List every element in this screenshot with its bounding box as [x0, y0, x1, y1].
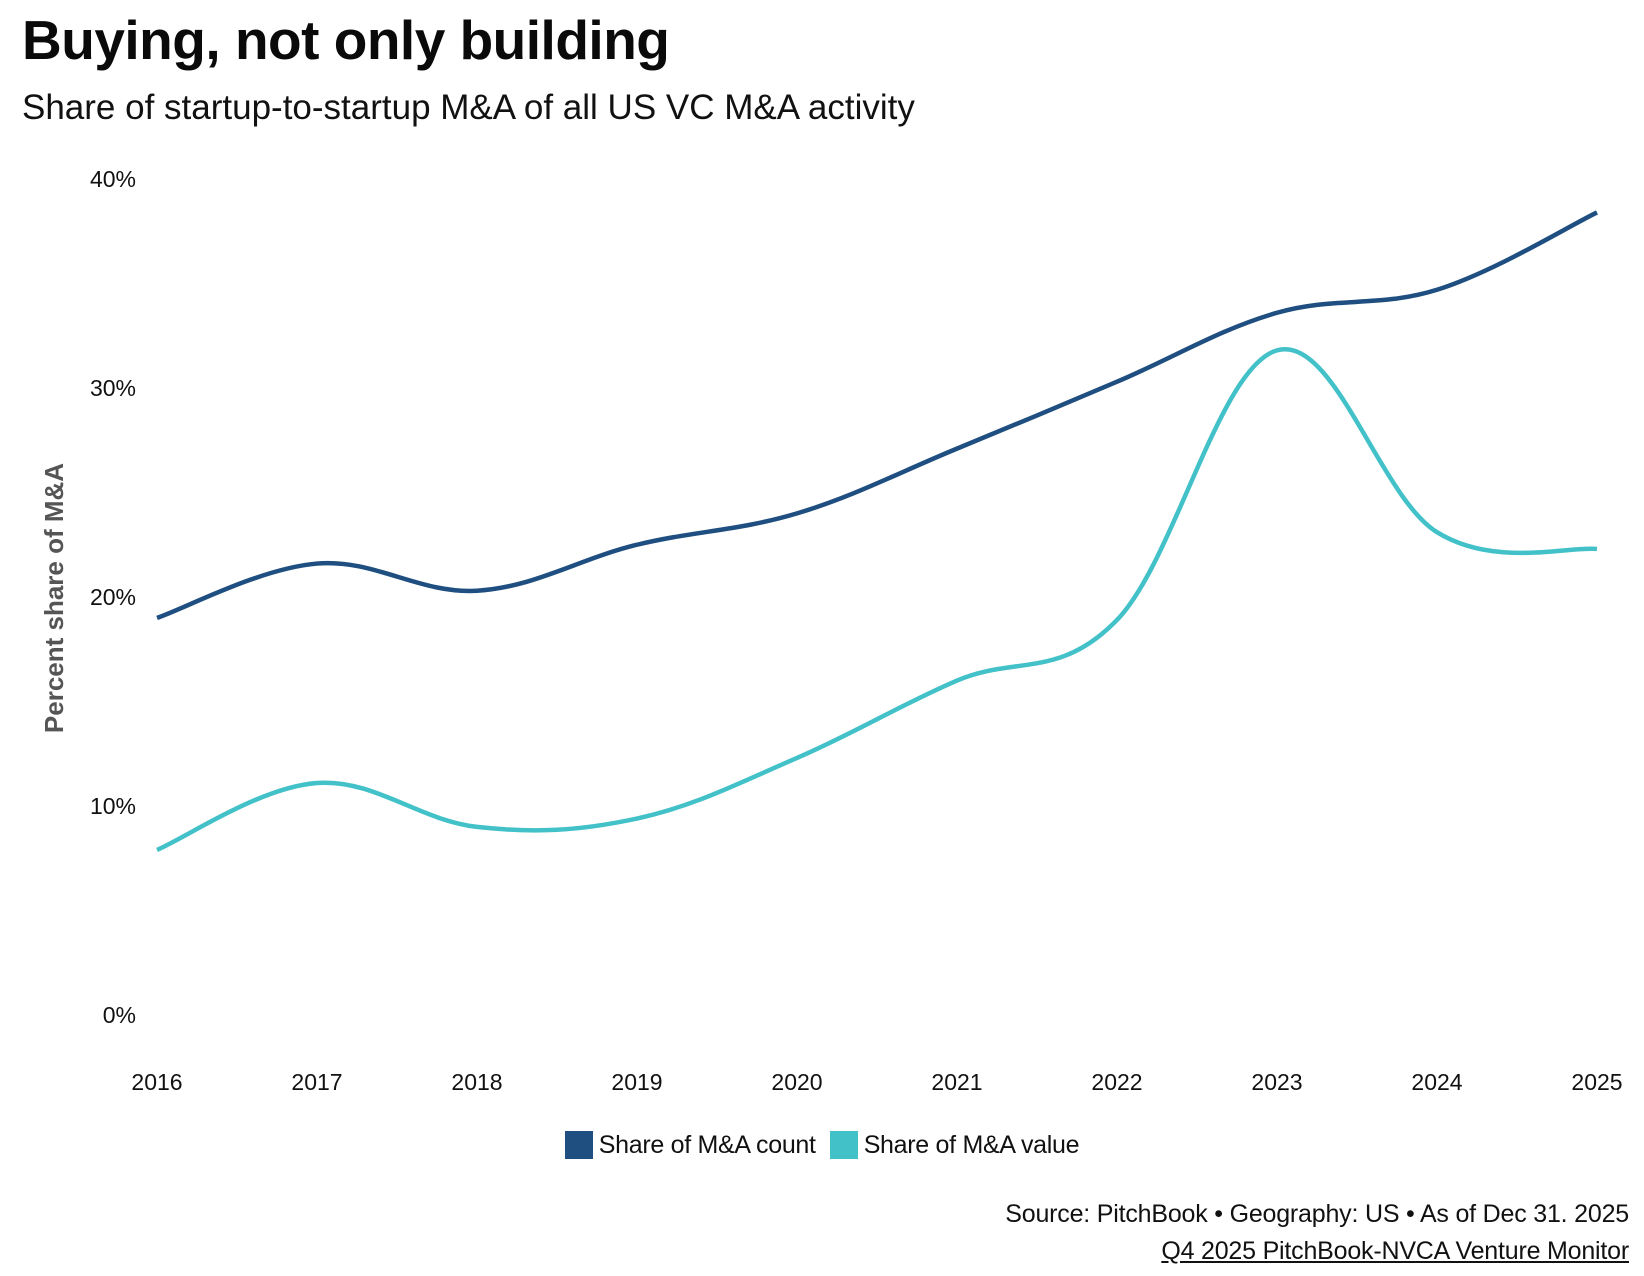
y-axis-ticks: 0% 10% 20% 30% 40%	[90, 166, 136, 1028]
y-tick-label: 40%	[90, 166, 136, 192]
count-point-2022	[1111, 376, 1123, 388]
series-layer	[151, 206, 1603, 856]
count-point-2016	[151, 612, 163, 624]
count-point-2025	[1591, 206, 1603, 218]
series-line-value	[156, 347, 1598, 852]
value-point-2023	[1271, 344, 1283, 356]
legend-swatch-count	[564, 1131, 593, 1159]
series-line-count	[156, 210, 1598, 621]
count-point-2017	[311, 558, 323, 570]
count-point-2018	[471, 585, 483, 597]
count-point-2021	[951, 443, 963, 455]
legend-swatch-value	[829, 1131, 858, 1159]
count-point-2024	[1431, 284, 1443, 296]
report-link[interactable]: Q4 2025 PitchBook-NVCA Venture Monitor	[1161, 1237, 1629, 1265]
legend: Share of M&A count Share of M&A value	[0, 1131, 1644, 1159]
x-tick-label: 2020	[771, 1069, 822, 1095]
source-text: Source: PitchBook • Geography: US • As o…	[1005, 1200, 1629, 1228]
chart-subtitle: Share of startup-to-startup M&A of all U…	[22, 88, 915, 127]
y-tick-label: 10%	[90, 793, 136, 819]
value-point-2019	[631, 813, 643, 825]
legend-item-count[interactable]: Share of M&A count	[564, 1130, 816, 1160]
value-point-2025	[1591, 543, 1603, 555]
source-note: Source: PitchBook • Geography: US • As o…	[1005, 1196, 1629, 1270]
y-tick-label: 20%	[90, 584, 136, 610]
legend-item-value[interactable]: Share of M&A value	[829, 1130, 1080, 1160]
legend-label-count: Share of M&A count	[598, 1130, 816, 1159]
x-tick-label: 2021	[931, 1069, 982, 1095]
x-tick-label: 2016	[131, 1069, 182, 1095]
x-tick-label: 2018	[451, 1069, 502, 1095]
x-tick-label: 2023	[1251, 1069, 1302, 1095]
x-tick-label: 2017	[291, 1069, 342, 1095]
count-point-2020	[791, 507, 803, 519]
y-axis-label: Percent share of M&A	[39, 463, 69, 733]
value-point-2024	[1431, 526, 1443, 538]
count-point-2023	[1271, 307, 1283, 319]
value-point-2017	[311, 777, 323, 789]
x-axis-ticks: 2016 2017 2018 2019 2020 2021 2022 2023 2024 2025	[131, 1069, 1622, 1095]
x-tick-label: 2024	[1411, 1069, 1462, 1095]
value-point-2021	[951, 675, 963, 687]
chart-title: Buying, not only building	[22, 9, 670, 71]
value-point-2022	[1111, 614, 1123, 626]
value-point-2016	[151, 844, 163, 856]
y-tick-label: 30%	[90, 375, 136, 401]
x-tick-label: 2022	[1091, 1069, 1142, 1095]
legend-label-value: Share of M&A value	[863, 1130, 1080, 1159]
value-point-2018	[471, 821, 483, 833]
y-tick-label: 0%	[103, 1002, 136, 1028]
x-tick-label: 2019	[611, 1069, 662, 1095]
count-point-2019	[631, 539, 643, 551]
x-tick-label: 2025	[1571, 1069, 1622, 1095]
value-point-2020	[791, 752, 803, 764]
